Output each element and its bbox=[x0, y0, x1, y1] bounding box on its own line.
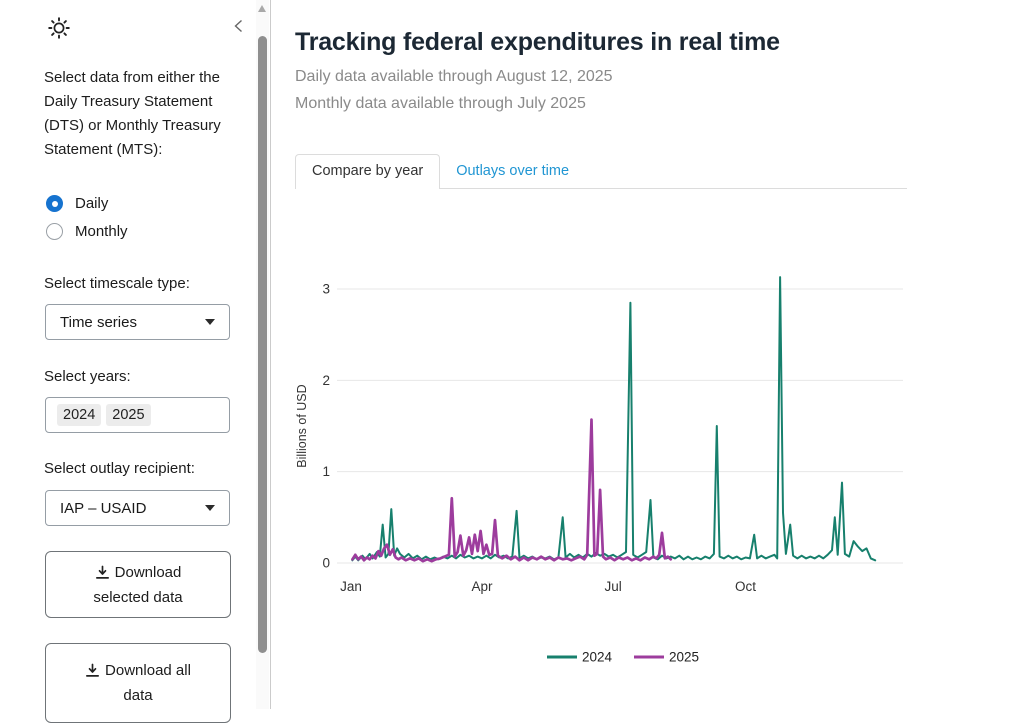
years-input[interactable]: 2024 2025 bbox=[45, 397, 230, 433]
radio-monthly[interactable]: Monthly bbox=[46, 223, 128, 240]
sun-icon bbox=[48, 17, 70, 39]
radio-circle bbox=[46, 195, 63, 212]
x-tick-label: Apr bbox=[472, 579, 494, 594]
y-tick-label: 0 bbox=[322, 556, 330, 571]
radio-daily-label: Daily bbox=[75, 195, 109, 212]
download-icon bbox=[95, 565, 110, 587]
download-selected-button[interactable]: Download selected data bbox=[45, 551, 231, 618]
x-tick-label: Jan bbox=[340, 579, 362, 594]
download-all-button[interactable]: Download all data bbox=[45, 643, 231, 723]
caret-down-icon bbox=[205, 319, 215, 325]
x-tick-label: Oct bbox=[735, 579, 756, 594]
radio-daily[interactable]: Daily bbox=[46, 195, 108, 212]
sidebar-scrollbar-thumb[interactable] bbox=[258, 36, 267, 653]
recipient-select[interactable]: IAP – USAID bbox=[45, 490, 230, 526]
y-axis-title: Billions of USD bbox=[295, 384, 309, 467]
sidebar-divider bbox=[270, 0, 271, 709]
caret-down-icon bbox=[205, 505, 215, 511]
years-label: Select years: bbox=[44, 368, 131, 385]
legend-label-2024: 2024 bbox=[582, 650, 613, 665]
x-tick-label: Jul bbox=[604, 579, 621, 594]
tab-compare-by-year[interactable]: Compare by year bbox=[295, 154, 441, 189]
sidebar-intro-label: Select data from either the Daily Treasu… bbox=[44, 69, 221, 158]
download-icon bbox=[85, 663, 100, 685]
expenditures-line-chart: 0 1 2 3 Jan Apr Jul Oct Billions of USD 2024 2025 bbox=[295, 276, 903, 665]
year-chip-2025[interactable]: 2025 bbox=[106, 404, 151, 426]
y-tick-label: 3 bbox=[322, 282, 330, 297]
download-all-label: Download all data bbox=[105, 661, 191, 704]
recipient-select-value: IAP – USAID bbox=[60, 499, 147, 517]
radio-circle bbox=[46, 223, 63, 240]
timescale-select-value: Time series bbox=[60, 313, 137, 331]
series-line-2025 bbox=[351, 418, 673, 563]
y-tick-label: 1 bbox=[322, 464, 330, 479]
year-chip-2024[interactable]: 2024 bbox=[57, 404, 102, 426]
chevron-left-icon bbox=[234, 19, 242, 33]
y-tick-label: 2 bbox=[322, 373, 330, 388]
sidebar-collapse-button[interactable] bbox=[231, 18, 247, 34]
recipient-label: Select outlay recipient: bbox=[44, 460, 195, 477]
light-mode-toggle-button[interactable] bbox=[46, 15, 72, 41]
timescale-label: Select timescale type: bbox=[44, 275, 190, 292]
download-selected-label: Download selected data bbox=[93, 564, 183, 606]
subtitle-monthly: Monthly data available through July 2025 bbox=[295, 95, 586, 112]
tab-outlays-over-time[interactable]: Outlays over time bbox=[456, 163, 570, 179]
tab-bar: Compare by year Outlays over time bbox=[295, 154, 907, 189]
page-title: Tracking federal expenditures in real ti… bbox=[295, 28, 780, 56]
sidebar: Select data from either the Daily Treasu… bbox=[0, 0, 256, 723]
radio-monthly-label: Monthly bbox=[75, 223, 128, 240]
triangle-up-icon[interactable] bbox=[258, 5, 266, 12]
series-line-2024 bbox=[351, 276, 877, 562]
legend-label-2025: 2025 bbox=[669, 650, 699, 665]
timescale-select[interactable]: Time series bbox=[45, 304, 230, 340]
subtitle-daily: Daily data available through August 12, … bbox=[295, 68, 613, 85]
